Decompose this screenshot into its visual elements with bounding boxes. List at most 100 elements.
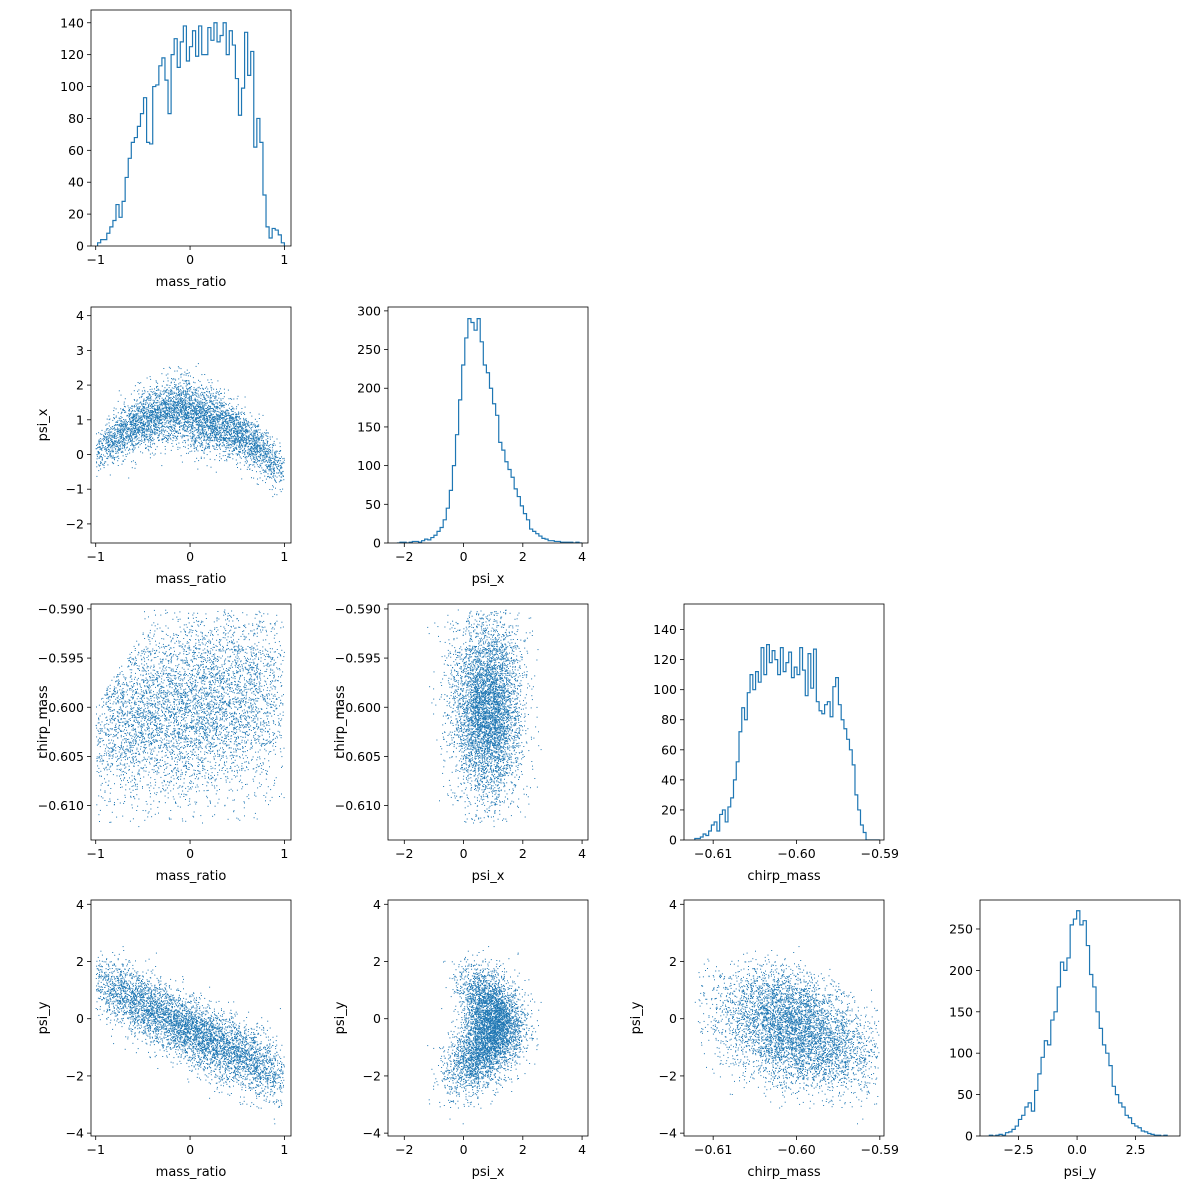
scatter-point [203,419,205,421]
scatter-point [191,418,193,420]
scatter-point [193,394,195,396]
scatter-point [114,433,116,435]
scatter-point [210,434,212,436]
scatter-point [198,433,200,435]
scatter-point [125,432,127,434]
scatter-point [209,405,211,407]
scatter-point [179,393,181,395]
scatter-point [218,397,220,399]
scatter-point [180,402,182,404]
scatter-point [140,443,142,444]
scatter-point [178,404,180,406]
scatter-point [122,426,124,428]
scatter-point [155,402,157,404]
scatter-point [101,438,103,440]
scatter-point [203,430,205,432]
scatter-point [272,462,274,464]
scatter-point [105,441,107,443]
scatter-point [146,425,148,427]
scatter-point [121,435,123,437]
scatter-point [280,465,282,466]
scatter-point [259,460,260,462]
scatter-point [151,414,153,416]
scatter-point [175,404,177,406]
scatter-point [256,450,258,452]
scatter-point [250,453,252,455]
scatter-point [198,420,200,422]
scatter-point [269,459,271,461]
scatter-point [220,440,222,442]
scatter-point [215,443,217,444]
scatter-point [206,390,208,392]
scatter-point [173,406,175,407]
scatter-point [124,429,126,431]
scatter-point [170,397,172,399]
scatter-point [190,405,192,407]
scatter-point [236,429,238,431]
scatter-point [118,431,120,433]
scatter-point [234,428,236,430]
scatter-point [204,436,206,438]
scatter-point [204,436,206,437]
scatter-point [131,461,133,463]
scatter-point [244,431,246,433]
scatter-point [218,414,220,416]
scatter-point [215,416,217,418]
scatter-point [174,414,175,416]
scatter-point [253,441,255,443]
scatter-point [164,387,166,389]
scatter-point [255,427,256,428]
scatter-point [272,472,274,474]
scatter-point [170,400,172,402]
scatter-point [242,450,244,452]
scatter-point [199,403,201,405]
scatter-point [167,415,168,416]
scatter-point [161,422,163,424]
scatter-point [232,408,233,410]
scatter-point [250,447,252,449]
scatter-point [193,436,195,438]
scatter-point [226,415,228,417]
scatter-point [151,418,153,420]
scatter-point [201,420,203,422]
scatter-point [228,437,230,439]
scatter-point [209,423,211,425]
scatter-point [133,404,135,406]
scatter-point [269,467,271,469]
scatter-point [156,446,158,448]
scatter-point [138,425,140,427]
scatter-point [163,410,165,412]
scatter-point [257,434,258,435]
scatter-point [150,404,152,405]
scatter-point [237,436,239,438]
scatter-point [277,472,279,474]
scatter-point [231,405,233,407]
scatter-point [158,420,160,422]
scatter-point [119,446,121,448]
scatter-point [129,449,131,451]
scatter-point [231,443,233,445]
scatter-point [201,426,203,428]
scatter-point [238,437,240,439]
scatter-point [108,415,110,417]
scatter-point [256,430,258,432]
scatter-point [164,410,166,412]
scatter-point [257,460,259,462]
scatter-point [148,450,150,452]
scatter-point [143,403,144,405]
scatter-point [202,392,204,394]
scatter-point [121,423,123,425]
scatter-point [161,428,163,430]
scatter-point [154,414,156,416]
scatter-point [262,460,264,461]
scatter-point [261,435,263,437]
scatter-point [273,457,275,459]
scatter-point [187,448,189,450]
scatter-point [250,456,251,458]
scatter-point [240,412,242,414]
scatter-point [132,460,134,462]
scatter-point [200,425,202,427]
scatter-point [142,412,143,413]
scatter-point [156,409,158,411]
scatter-point [199,432,201,434]
